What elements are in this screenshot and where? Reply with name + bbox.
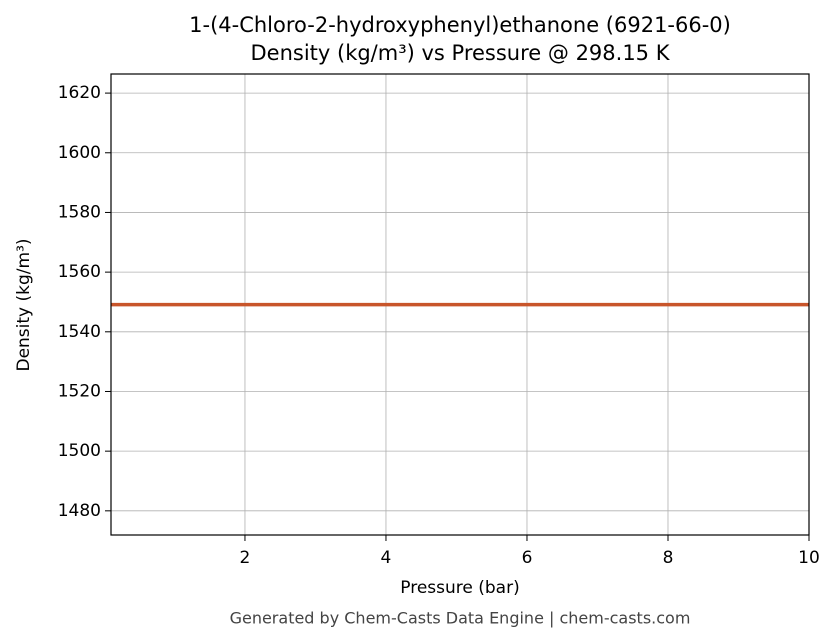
y-tick-label: 1620 — [58, 83, 101, 103]
x-tick-label: 4 — [381, 548, 392, 568]
footer: Generated by Chem-Casts Data Engine | ch… — [230, 609, 691, 628]
chart-title: 1-(4-Chloro-2-hydroxyphenyl)ethanone (69… — [189, 13, 731, 37]
y-tick-label: 1480 — [58, 501, 101, 521]
y-tick-label: 1580 — [58, 202, 101, 222]
y-tick-label: 1600 — [58, 143, 101, 163]
chart-subtitle: Density (kg/m³) vs Pressure @ 298.15 K — [250, 41, 670, 65]
x-tick-label: 10 — [798, 548, 820, 568]
x-tick-label: 6 — [522, 548, 533, 568]
x-tick-label: 2 — [240, 548, 251, 568]
x-tick-label: 8 — [663, 548, 674, 568]
x-axis-label: Pressure (bar) — [400, 578, 519, 598]
y-tick-label: 1560 — [58, 262, 101, 282]
plot-frame — [110, 73, 810, 536]
y-tick-label: 1540 — [58, 322, 101, 342]
y-tick-label: 1520 — [58, 381, 101, 401]
y-tick-label: 1500 — [58, 441, 101, 461]
y-axis-label: Density (kg/m³) — [14, 238, 34, 371]
